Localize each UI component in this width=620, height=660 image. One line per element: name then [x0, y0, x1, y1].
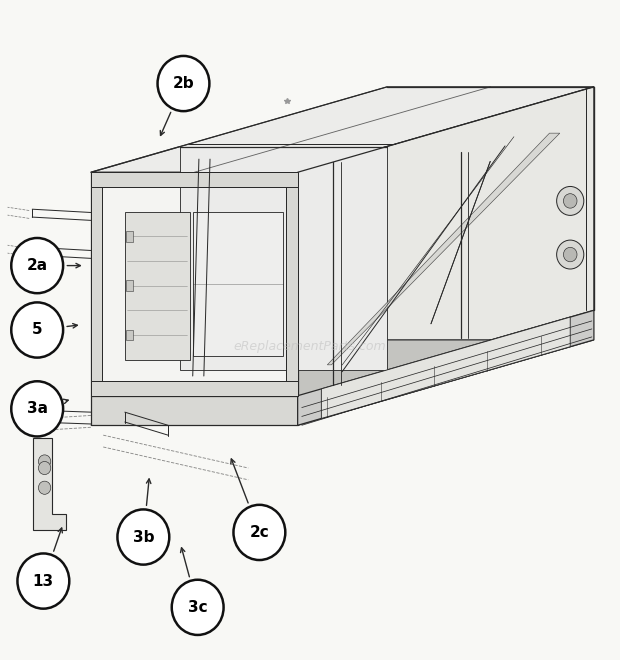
Polygon shape — [91, 87, 594, 172]
Circle shape — [11, 302, 63, 358]
Polygon shape — [91, 396, 298, 425]
Polygon shape — [91, 172, 298, 187]
Text: 2c: 2c — [249, 525, 269, 540]
Text: 3b: 3b — [133, 529, 154, 544]
Circle shape — [38, 455, 51, 468]
Polygon shape — [327, 133, 560, 365]
Text: 13: 13 — [33, 574, 54, 589]
Bar — [126, 280, 133, 291]
Polygon shape — [91, 172, 102, 396]
Circle shape — [557, 187, 584, 215]
Polygon shape — [91, 172, 298, 396]
Text: eReplacementParts.com: eReplacementParts.com — [234, 340, 386, 353]
Circle shape — [172, 579, 224, 635]
Polygon shape — [91, 381, 298, 396]
Text: 2a: 2a — [27, 258, 48, 273]
Polygon shape — [298, 87, 594, 396]
Circle shape — [564, 193, 577, 208]
Text: 3a: 3a — [27, 401, 48, 416]
Polygon shape — [321, 317, 570, 418]
Circle shape — [234, 505, 285, 560]
Polygon shape — [193, 212, 283, 356]
Text: 2b: 2b — [172, 76, 194, 91]
Polygon shape — [286, 172, 298, 396]
Circle shape — [38, 481, 51, 494]
Circle shape — [11, 381, 63, 436]
Circle shape — [117, 510, 169, 564]
Circle shape — [17, 554, 69, 609]
Polygon shape — [125, 212, 190, 360]
Circle shape — [557, 240, 584, 269]
Bar — [126, 231, 133, 242]
Polygon shape — [298, 310, 594, 425]
Circle shape — [157, 56, 210, 111]
Bar — [126, 330, 133, 340]
Circle shape — [11, 238, 63, 293]
Text: 5: 5 — [32, 323, 43, 337]
Text: 3c: 3c — [188, 600, 208, 615]
Polygon shape — [180, 147, 386, 370]
Polygon shape — [33, 438, 66, 531]
Circle shape — [38, 461, 51, 475]
Circle shape — [564, 248, 577, 262]
Polygon shape — [91, 340, 594, 425]
